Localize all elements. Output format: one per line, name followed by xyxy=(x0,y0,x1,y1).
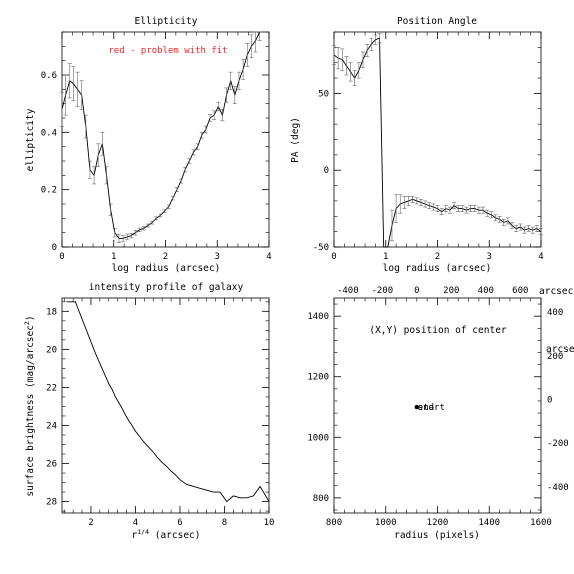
pa-title: Position Angle xyxy=(397,16,477,27)
pa-plot-frame xyxy=(333,31,542,248)
intensity-xtick-label: 2 xyxy=(88,518,93,528)
intensity-xtick-label: 6 xyxy=(177,518,182,528)
center-top-tick-label: -200 xyxy=(371,286,393,296)
pa-xtick-label: 1 xyxy=(383,252,388,262)
center-top-tick-label: 0 xyxy=(414,286,419,296)
center-xtick-label: 800 xyxy=(326,518,342,528)
center-top-tick-label: 200 xyxy=(443,286,459,296)
ellipticity-xtick-label: 2 xyxy=(163,252,168,262)
intensity-plot-frame xyxy=(61,297,270,514)
pa-xtick-label: 2 xyxy=(435,252,440,262)
intensity-xtick-label: 10 xyxy=(264,518,275,528)
ellipticity-xtick-label: 4 xyxy=(266,252,271,262)
pa-ylabel: PA (deg) xyxy=(290,117,301,163)
center-xtick-label: 1400 xyxy=(478,518,500,528)
intensity-ytick-label: 28 xyxy=(46,498,57,508)
pa-ytick-label: 0 xyxy=(324,166,329,176)
ellipticity-ytick-label: 0 xyxy=(52,243,57,253)
intensity-ytick-label: 24 xyxy=(46,421,57,431)
intensity-ytick-label: 20 xyxy=(46,345,57,355)
center-top-tick-label: 400 xyxy=(478,286,494,296)
center-right-axis-unit: arcsec xyxy=(546,344,574,355)
center-right-tick-label: 200 xyxy=(547,352,563,362)
ellipticity-xtick-label: 1 xyxy=(111,252,116,262)
center-point xyxy=(414,404,419,410)
pa-ytick-label: -50 xyxy=(313,243,329,253)
center-point-label: end xyxy=(418,403,434,413)
fit-warning-note: red - problem with fit xyxy=(108,46,227,56)
center-xlabel: radius (pixels) xyxy=(394,530,480,541)
center-right-tick-label: -200 xyxy=(547,439,569,449)
ellipticity-ytick-label: 0.4 xyxy=(41,128,57,138)
ellipticity-plot-frame xyxy=(61,31,270,248)
ellipticity-xlabel: log radius (arcsec) xyxy=(112,263,221,274)
center-top-tick-label: -400 xyxy=(337,286,359,296)
center-right-tick-label: 400 xyxy=(547,308,563,318)
center-xtick-label: 1000 xyxy=(375,518,397,528)
pa-series-line xyxy=(333,37,542,248)
ellipticity-ylabel: ellipticity xyxy=(25,108,36,171)
center-top-axis-unit: arcsec xyxy=(539,286,573,297)
ellipticity-title: Ellipticity xyxy=(135,16,198,27)
center-plot-title: (X,Y) position of center xyxy=(369,325,507,336)
center-right-tick-label: -400 xyxy=(547,483,569,493)
intensity-ytick-label: 22 xyxy=(46,383,57,393)
center-right-tick-label: 0 xyxy=(547,395,552,405)
intensity-xtick-label: 8 xyxy=(222,518,227,528)
center-ytick-label: 1000 xyxy=(307,433,329,443)
pa-xtick-label: 3 xyxy=(487,252,492,262)
center-ytick-label: 1400 xyxy=(307,312,329,322)
intensity-series-line xyxy=(66,301,270,503)
pa-xtick-label: 4 xyxy=(538,252,543,262)
intensity-title: intensity profile of galaxy xyxy=(89,282,244,293)
pa-xlabel: log radius (arcsec) xyxy=(383,263,492,274)
ellipticity-ytick-label: 0.2 xyxy=(41,186,57,196)
pa-xtick-label: 0 xyxy=(331,252,336,262)
ellipticity-series-line xyxy=(61,31,261,239)
center-ytick-label: 1200 xyxy=(307,373,329,383)
ellipticity-ytick-label: 0.6 xyxy=(41,71,57,81)
center-xtick-label: 1200 xyxy=(427,518,449,528)
intensity-xlabel: r1/4 (arcsec) xyxy=(132,528,201,541)
center-point-label: start xyxy=(418,403,445,413)
center-ytick-label: 800 xyxy=(313,494,329,504)
center-top-tick-label: 600 xyxy=(512,286,528,296)
intensity-xtick-label: 4 xyxy=(133,518,138,528)
intensity-ylabel: surface brightness (mag/arcsec2) xyxy=(23,315,36,496)
center-xtick-label: 1600 xyxy=(530,518,552,528)
ellipticity-xtick-label: 0 xyxy=(59,252,64,262)
pa-ytick-label: 50 xyxy=(318,89,329,99)
intensity-ytick-label: 18 xyxy=(46,307,57,317)
ellipticity-xtick-label: 3 xyxy=(215,252,220,262)
intensity-ytick-label: 26 xyxy=(46,460,57,470)
